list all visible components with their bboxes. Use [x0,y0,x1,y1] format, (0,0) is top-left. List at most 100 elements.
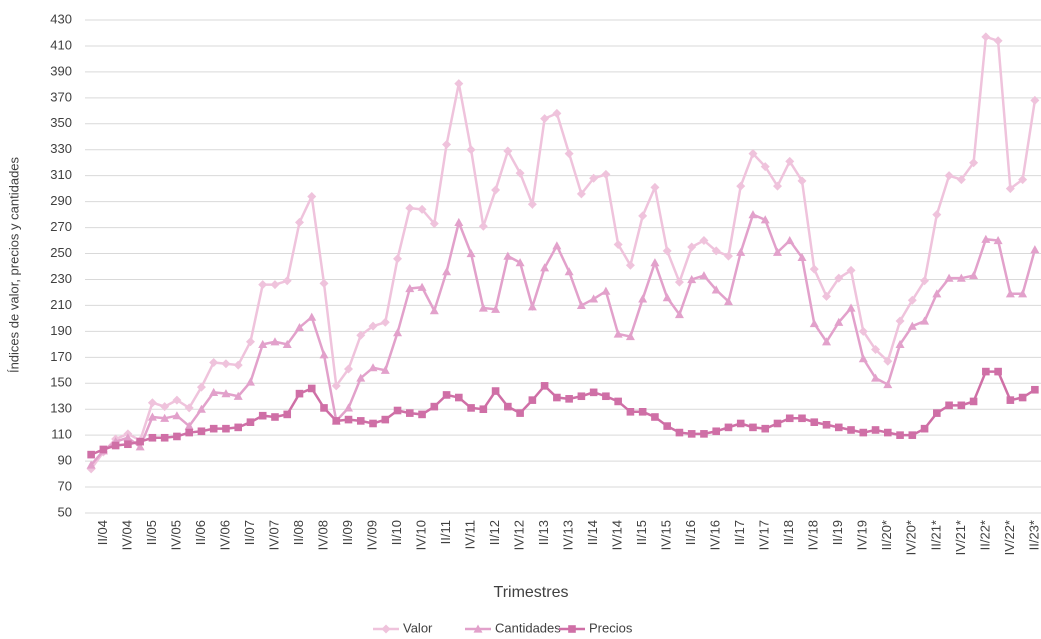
marker [552,108,562,118]
marker [344,415,353,424]
marker [356,330,366,340]
y-tick-label: 310 [50,167,72,182]
x-tick-label: II/16 [683,520,698,545]
marker [871,426,880,434]
marker [576,189,586,199]
marker [185,428,193,437]
marker [834,317,844,326]
marker [650,258,660,267]
x-tick-label: IV/13 [561,520,576,550]
x-tick-label: II/05 [144,520,159,545]
series [86,210,1040,469]
marker [479,405,488,414]
x-tick-label: II/17 [732,520,747,545]
marker [307,191,317,201]
x-tick-label: IV/12 [512,520,527,550]
marker [527,302,537,311]
y-tick-label: 370 [50,89,72,104]
marker [245,377,255,386]
marker [625,332,635,341]
marker [540,114,550,124]
marker [920,276,930,286]
marker [712,427,721,436]
marker [124,440,132,449]
legend-label: Precios [589,620,633,635]
marker [589,388,598,397]
marker [356,373,366,382]
marker [822,337,832,346]
marker [846,265,856,275]
marker [736,181,746,191]
marker [674,277,684,287]
marker [405,409,414,417]
marker [601,286,611,295]
marker [883,380,893,389]
marker [568,625,576,633]
marker [331,381,341,391]
x-tick-label: II/06 [193,520,208,545]
marker [564,267,574,276]
y-tick-label: 110 [51,427,72,442]
x-tick-label: IV/14 [610,520,625,550]
marker [246,418,255,426]
x-tick-label: IV/08 [315,520,330,550]
marker [160,402,170,412]
marker [454,79,464,89]
y-tick-label: 50 [58,504,72,519]
marker [822,291,832,301]
marker [1005,289,1015,298]
marker [491,185,501,195]
y-axis-title: Índices de valor, precios y cantidades [6,156,21,373]
y-tick-label: 350 [50,115,72,130]
y-tick-label: 190 [50,323,72,338]
marker [173,432,181,441]
x-tick-label: II/08 [291,520,306,545]
marker [1018,175,1028,185]
marker [258,411,267,420]
marker [282,339,292,348]
marker [760,215,770,224]
marker [662,293,672,302]
marker [920,424,929,433]
marker [933,409,941,417]
legend-label: Cantidades [495,620,561,635]
x-tick-label: IV/19 [855,520,870,550]
x-tick-label: II/11 [438,520,453,544]
marker [601,169,611,179]
x-tick-label: II/22* [977,520,992,550]
marker [761,424,770,433]
marker [455,393,463,402]
marker [503,251,513,260]
marker [650,182,660,192]
marker [86,460,96,469]
marker [540,382,549,390]
marker [307,312,317,321]
marker [602,392,610,401]
marker [957,401,966,410]
marker [785,156,795,166]
y-tick-label: 230 [50,271,72,286]
marker [344,364,354,374]
marker [809,319,819,328]
marker [356,417,365,425]
marker [552,241,562,250]
legend-label: Valor [403,620,433,635]
marker [932,289,942,298]
marker [749,423,757,432]
marker [283,410,292,419]
marker [981,32,991,42]
marker [209,358,219,368]
marker [797,176,807,186]
x-tick-label: IV/06 [217,520,232,550]
marker [172,411,182,420]
marker [196,404,206,413]
x-tick-label: II/09 [340,520,355,545]
x-tick-label: IV/07 [266,520,281,550]
marker [442,140,452,150]
marker [467,404,475,412]
marker [871,345,881,355]
y-tick-label: 150 [50,375,72,390]
marker [699,236,709,246]
marker [147,412,157,421]
series-line [90,35,1037,470]
